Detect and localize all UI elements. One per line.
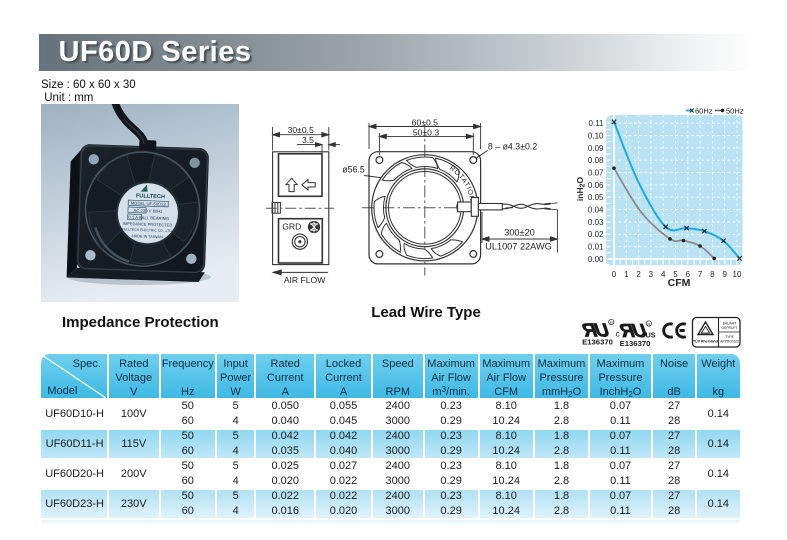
svg-text:UL1007 22AWG: UL1007 22AWG — [485, 241, 552, 251]
svg-text:8 – ø4.3±0.2: 8 – ø4.3±0.2 — [488, 141, 537, 151]
svg-text:6: 6 — [686, 270, 691, 279]
svg-text:0.04: 0.04 — [588, 206, 604, 215]
svg-text:E136370: E136370 — [582, 338, 613, 347]
svg-text:1: 1 — [624, 270, 629, 279]
svg-text:R: R — [647, 321, 650, 326]
svg-text:GEPRÜFT: GEPRÜFT — [721, 326, 737, 330]
svg-text:c: c — [616, 328, 621, 338]
svg-text:7: 7 — [698, 270, 703, 279]
svg-text:5: 5 — [673, 270, 678, 279]
svg-text:AIR FLOW: AIR FLOW — [284, 275, 326, 285]
svg-text:US: US — [646, 330, 656, 339]
svg-text:0.01: 0.01 — [588, 243, 604, 252]
svg-text:9: 9 — [722, 270, 727, 279]
svg-text:60±0.5: 60±0.5 — [412, 118, 438, 128]
svg-text:0.03: 0.03 — [588, 218, 604, 227]
svg-text:APPROVED: APPROVED — [720, 340, 739, 344]
svg-text:0.09: 0.09 — [588, 144, 604, 153]
svg-text:0.06: 0.06 — [588, 181, 604, 190]
svg-text:50±0.3: 50±0.3 — [413, 128, 439, 138]
svg-text:AC 230 V 60Hz: AC 230 V 60Hz — [133, 208, 162, 214]
svg-text:0.07: 0.07 — [588, 169, 604, 178]
svg-text:IMPEDANCE PROTECTED: IMPEDANCE PROTECTED — [123, 221, 173, 228]
svg-text:0.11: 0.11 — [589, 119, 605, 128]
svg-text:0.10: 0.10 — [588, 131, 604, 140]
svg-text:0.05: 0.05 — [588, 193, 604, 202]
svg-text:ЯU: ЯU — [579, 320, 611, 341]
svg-text:10: 10 — [733, 270, 742, 279]
svg-text:CFM: CFM — [668, 277, 691, 289]
svg-text:R: R — [610, 320, 613, 325]
svg-text:50Hz: 50Hz — [726, 107, 744, 116]
svg-text:ø56.5: ø56.5 — [342, 165, 365, 175]
svg-text:30±0.5: 30±0.5 — [288, 125, 314, 135]
svg-text:0.08: 0.08 — [588, 156, 604, 165]
svg-text:inH2O: inH2O — [575, 177, 587, 202]
svg-text:3.5: 3.5 — [302, 135, 314, 145]
svg-text:4: 4 — [661, 270, 666, 279]
svg-text:E136370: E136370 — [620, 339, 651, 348]
svg-text:60Hz: 60Hz — [695, 107, 713, 116]
svg-text:0.00: 0.00 — [588, 255, 604, 264]
svg-text:FULLTECH ELECTRIC CO., LTD.: FULLTECH ELECTRIC CO., LTD. — [122, 227, 173, 233]
svg-text:MODEL UF-60D23: MODEL UF-60D23 — [131, 201, 167, 207]
svg-text:ЯU: ЯU — [617, 320, 649, 341]
svg-text:3: 3 — [649, 270, 654, 279]
svg-text:FULLTECH: FULLTECH — [136, 193, 165, 200]
svg-text:MADE IN TAIWAN: MADE IN TAIWAN — [131, 234, 163, 239]
svg-text:TÜV Rheinland: TÜV Rheinland — [693, 340, 718, 344]
svg-text:GRD: GRD — [282, 222, 301, 232]
svg-text:0: 0 — [612, 270, 617, 279]
svg-text:Lead Wire Type: Lead Wire Type — [371, 304, 481, 321]
svg-text:8: 8 — [710, 270, 715, 279]
svg-text:TYPE: TYPE — [725, 335, 735, 339]
svg-text:0.02: 0.02 — [588, 230, 604, 239]
svg-text:BAUART: BAUART — [723, 322, 737, 326]
svg-text:0.1 A BALL BEARING: 0.1 A BALL BEARING — [128, 215, 169, 221]
svg-text:2: 2 — [636, 270, 641, 279]
svg-text:300±20: 300±20 — [504, 228, 535, 238]
